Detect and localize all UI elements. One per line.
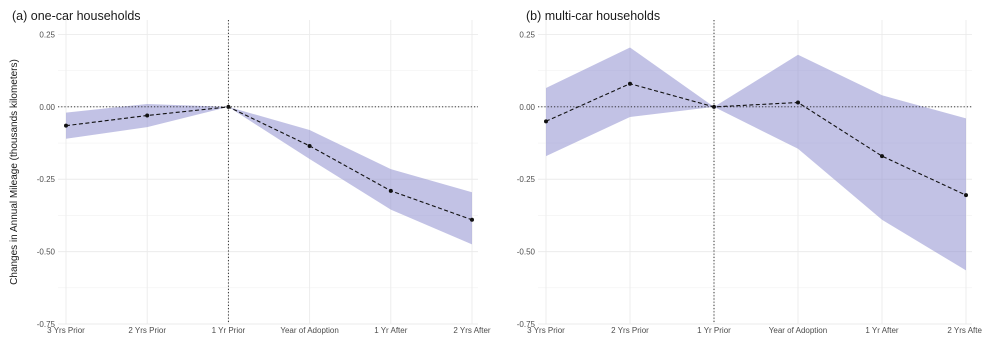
x-tick-label: 1 Yr Prior bbox=[212, 326, 246, 335]
x-tick-label: 2 Yrs After bbox=[453, 326, 491, 335]
confidence-band bbox=[546, 47, 966, 271]
x-tick-label: 1 Yr Prior bbox=[697, 326, 731, 335]
panel-a: (a) one-car households 0.25 0.00 -0.25 -0.50… bbox=[12, 9, 491, 335]
x-tick-label: Year of Adoption bbox=[280, 326, 338, 335]
data-point bbox=[544, 119, 548, 124]
x-tick-label: 1 Yr After bbox=[865, 326, 899, 335]
x-tick-label: 3 Yrs Prior bbox=[527, 326, 565, 335]
panel-title: (b) multi-car households bbox=[526, 9, 660, 23]
y-tick-label: -0.75 bbox=[517, 320, 536, 329]
x-tick-label: 3 Yrs Prior bbox=[47, 326, 85, 335]
x-tick-label: Year of Adoption bbox=[769, 326, 827, 335]
x-tick-label: 2 Yrs Prior bbox=[128, 326, 166, 335]
x-tick-label: 2 Yrs Prior bbox=[611, 326, 649, 335]
data-point bbox=[628, 81, 632, 86]
y-tick-label: 0.00 bbox=[519, 103, 535, 112]
y-tick-label: -0.50 bbox=[37, 248, 56, 257]
data-point bbox=[307, 143, 312, 148]
y-tick-label: -0.50 bbox=[517, 248, 536, 257]
data-point bbox=[388, 188, 393, 193]
data-point bbox=[796, 100, 800, 105]
panel-title: (a) one-car households bbox=[12, 9, 141, 23]
panel-b: (b) multi-car households 0.25 0.00 -0.25 -0.… bbox=[517, 9, 982, 335]
estimate-line bbox=[545, 83, 967, 196]
x-tick-label: 1 Yr After bbox=[374, 326, 408, 335]
data-point bbox=[964, 193, 968, 198]
data-point bbox=[712, 104, 716, 109]
y-tick-label: -0.75 bbox=[37, 320, 56, 329]
y-tick-label: 0.25 bbox=[39, 30, 55, 39]
data-point bbox=[226, 104, 231, 109]
data-point bbox=[470, 217, 474, 222]
y-axis-title: Changes in Annual Mileage (thousands kil… bbox=[9, 59, 20, 285]
y-tick-label: 0.00 bbox=[39, 103, 55, 112]
y-tick-label: -0.25 bbox=[37, 175, 56, 184]
estimate-line bbox=[65, 106, 473, 221]
data-point bbox=[880, 154, 884, 159]
x-tick-label: 2 Yrs After bbox=[947, 326, 982, 335]
y-tick-label: -0.25 bbox=[517, 175, 536, 184]
data-point bbox=[64, 123, 68, 128]
confidence-band bbox=[66, 104, 472, 245]
data-point bbox=[145, 113, 150, 118]
y-tick-label: 0.25 bbox=[519, 30, 535, 39]
